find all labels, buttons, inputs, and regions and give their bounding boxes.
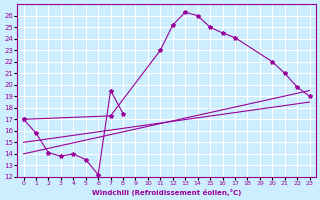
X-axis label: Windchill (Refroidissement éolien,°C): Windchill (Refroidissement éolien,°C) [92, 189, 241, 196]
